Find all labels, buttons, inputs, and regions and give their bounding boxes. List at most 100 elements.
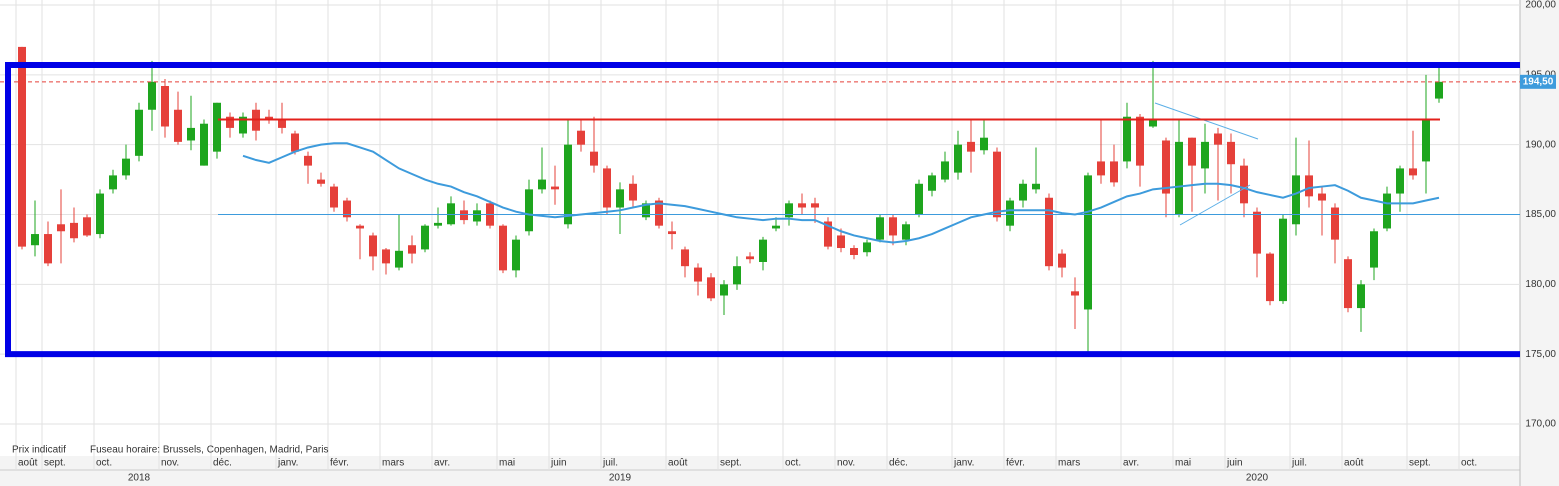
candle-body bbox=[863, 242, 871, 253]
candle-body bbox=[1214, 133, 1222, 145]
x-tick-label: oct. bbox=[785, 458, 801, 469]
candle-body bbox=[317, 179, 325, 184]
x-tick-label: juin bbox=[550, 458, 567, 469]
candle-body bbox=[889, 217, 897, 236]
candle-body bbox=[135, 109, 143, 156]
candle-body bbox=[148, 81, 156, 110]
moving-average bbox=[242, 142, 1440, 244]
candle-body bbox=[772, 225, 780, 229]
candle-body bbox=[382, 249, 390, 264]
candle-body bbox=[759, 239, 767, 262]
candle-body bbox=[629, 183, 637, 201]
year-label: 2020 bbox=[1246, 473, 1269, 484]
candle-body bbox=[694, 267, 702, 282]
x-tick-label: nov. bbox=[837, 458, 855, 469]
candle-body bbox=[681, 249, 689, 267]
candle-body bbox=[1019, 183, 1027, 201]
x-tick-label: janv. bbox=[277, 458, 298, 469]
y-tick-label: 200,00 bbox=[1525, 0, 1556, 11]
candle-body bbox=[941, 161, 949, 180]
candle-body bbox=[356, 225, 364, 229]
candle-body bbox=[1305, 175, 1313, 197]
candle-body bbox=[265, 116, 273, 120]
note: Prix indicatif bbox=[12, 445, 66, 456]
trend-line bbox=[1179, 184, 1251, 226]
candle-body bbox=[577, 130, 585, 145]
candle-body bbox=[551, 186, 559, 190]
candle-body bbox=[343, 200, 351, 218]
candle-body bbox=[122, 158, 130, 176]
candle-body bbox=[1188, 137, 1196, 166]
x-tick-label: juil. bbox=[1291, 458, 1307, 469]
candle-body bbox=[304, 155, 312, 166]
candle-body bbox=[1409, 168, 1417, 176]
candle-body bbox=[1201, 141, 1209, 169]
y-tick-label: 185,00 bbox=[1525, 209, 1556, 220]
y-tick-label: 190,00 bbox=[1525, 139, 1556, 150]
note: Fuseau horaire: Brussels, Copenhagen, Ma… bbox=[90, 445, 328, 456]
year-label: 2018 bbox=[128, 473, 151, 484]
candle-body bbox=[18, 46, 26, 247]
range-box bbox=[5, 62, 1520, 358]
candle-body bbox=[1253, 211, 1261, 254]
candle-body bbox=[291, 133, 299, 152]
candle-body bbox=[460, 210, 468, 221]
candle-body bbox=[733, 266, 741, 285]
candle-body bbox=[512, 239, 520, 271]
candle-body bbox=[746, 256, 754, 260]
candle-body bbox=[785, 203, 793, 218]
x-tick-label: juin bbox=[1226, 458, 1243, 469]
candle-body bbox=[44, 234, 52, 264]
candle-body bbox=[1162, 140, 1170, 194]
candle-body bbox=[161, 86, 169, 127]
candle-body bbox=[980, 137, 988, 151]
candle-body bbox=[187, 127, 195, 141]
candle-body bbox=[83, 217, 91, 236]
candle-body bbox=[525, 189, 533, 232]
candle-body bbox=[967, 141, 975, 152]
x-tick-label: janv. bbox=[953, 458, 974, 469]
candle-body bbox=[824, 221, 832, 247]
candle-body bbox=[1266, 253, 1274, 302]
candle-body bbox=[1071, 291, 1079, 296]
plot-area bbox=[0, 0, 1520, 456]
candle-body bbox=[798, 203, 806, 208]
candle-body bbox=[369, 235, 377, 257]
candle-body bbox=[1318, 193, 1326, 201]
candle-body bbox=[421, 225, 429, 250]
candle-body bbox=[1422, 119, 1430, 162]
candle-body bbox=[226, 116, 234, 128]
trend-line bbox=[1154, 102, 1259, 140]
candle-body bbox=[1292, 175, 1300, 225]
candle-body bbox=[850, 248, 858, 256]
candle-body bbox=[1045, 197, 1053, 267]
candle-body bbox=[1357, 284, 1365, 309]
marks bbox=[18, 46, 1443, 355]
x-tick-label: avr. bbox=[1123, 458, 1139, 469]
candle-body bbox=[70, 222, 78, 239]
candle-body bbox=[668, 231, 676, 235]
candle-body bbox=[1058, 253, 1066, 268]
last-price-label: 194,50 bbox=[1523, 76, 1554, 87]
candle-body bbox=[1110, 161, 1118, 183]
x-axis-area bbox=[0, 456, 1520, 486]
candle-body bbox=[954, 144, 962, 173]
candle-body bbox=[434, 222, 442, 226]
last-price-box bbox=[1520, 74, 1556, 89]
x-tick-label: déc. bbox=[213, 458, 232, 469]
candle-body bbox=[928, 175, 936, 191]
candle-body bbox=[915, 183, 923, 215]
candle-body bbox=[200, 123, 208, 166]
candle-body bbox=[174, 109, 182, 142]
candle-body bbox=[1084, 175, 1092, 310]
candle-body bbox=[447, 203, 455, 225]
candle-body bbox=[1240, 165, 1248, 204]
candle-body bbox=[1149, 119, 1157, 127]
x-tick-label: août bbox=[668, 458, 688, 469]
candle-body bbox=[1344, 259, 1352, 309]
candle-body bbox=[1175, 141, 1183, 215]
x-tick-label: févr. bbox=[1006, 458, 1025, 469]
x-tick-label: juil. bbox=[602, 458, 618, 469]
candle-body bbox=[564, 144, 572, 225]
